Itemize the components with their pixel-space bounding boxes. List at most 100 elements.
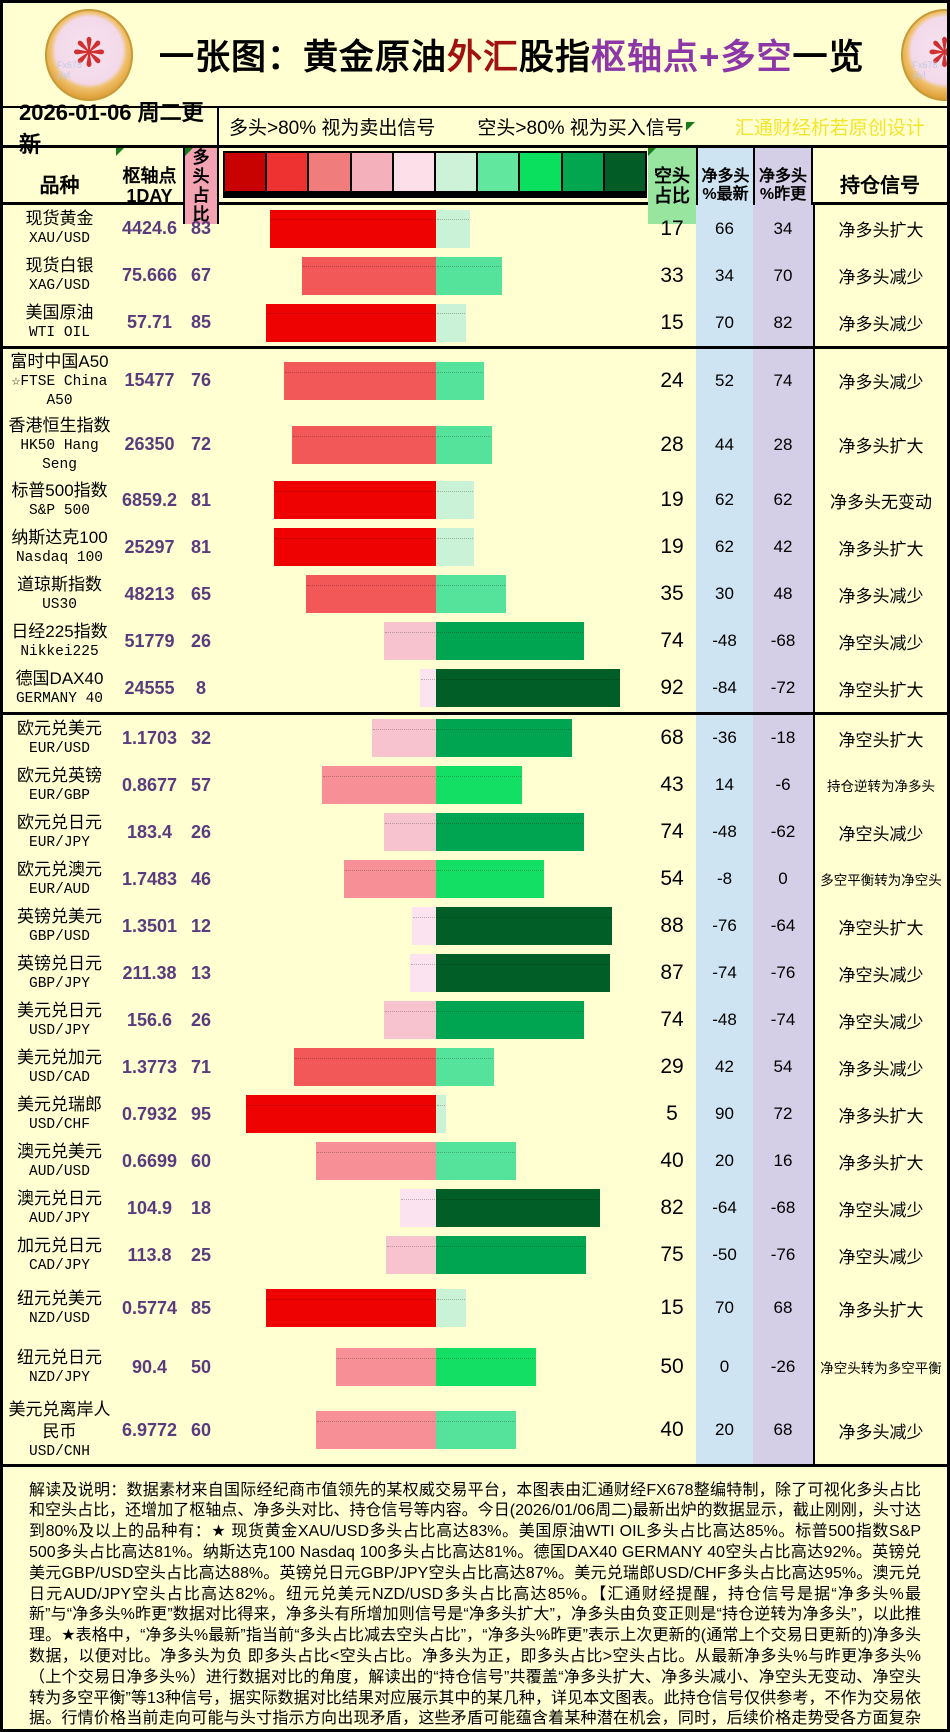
flower-icon: ❋ — [72, 30, 106, 75]
legend-long-signal: 多头>80% 视为卖出信号 — [229, 118, 436, 139]
long-bar — [400, 1189, 436, 1228]
net-long-latest: 0 — [696, 1337, 753, 1397]
long-short-bar — [219, 1397, 648, 1464]
instrument-name-cn: 澳元兑日元 — [17, 1188, 102, 1208]
net-long-previous: -76 — [753, 949, 813, 997]
short-pct-value: 15 — [660, 310, 684, 334]
short-pct-value: 74 — [660, 820, 684, 844]
scale-swatch — [225, 153, 268, 191]
net-long-previous: -18 — [753, 714, 813, 762]
pivot-value: 104.9 — [126, 1197, 173, 1218]
short-bar — [436, 575, 506, 614]
net-long-previous: 28 — [753, 412, 813, 477]
long-short-bar — [219, 349, 648, 413]
table-row: 德国DAX40 GERMANY 40 24555 8 92 -84 -72 净空头扩大 — [3, 664, 947, 715]
net-long-latest: 66 — [696, 205, 753, 252]
instrument-code: EUR/JPY — [29, 834, 90, 851]
net-long-previous: -64 — [753, 902, 813, 950]
short-pct-value: 5 — [666, 1102, 678, 1126]
update-date: 2026-01-06 周二更新 — [19, 99, 204, 157]
instrument-name: 加元兑日元 CAD/JPY — [3, 1233, 116, 1278]
instrument-code: AUD/USD — [29, 1163, 90, 1180]
long-short-bar — [219, 856, 648, 903]
net-long-latest: 70 — [696, 299, 753, 346]
short-bar — [436, 813, 584, 852]
net-long-previous: -68 — [753, 1184, 813, 1232]
pivot-value: 6859.2 — [121, 489, 178, 510]
instrument-code: NZD/USD — [29, 1310, 90, 1327]
instrument-code: AUD/JPY — [29, 1210, 90, 1227]
instrument-name-cn: 欧元兑日元 — [17, 812, 102, 832]
flower-icon: ❋ — [928, 33, 947, 73]
long-bar — [386, 1236, 436, 1275]
instrument-name: 富时中国A50 ☆FTSE China A50 — [3, 349, 116, 413]
net-long-latest: 44 — [696, 412, 753, 477]
pivot-value: 0.8677 — [121, 774, 178, 795]
scale-swatch — [393, 153, 437, 191]
short-bar — [436, 1189, 600, 1228]
short-bar — [436, 907, 612, 946]
net-long-previous: 62 — [753, 476, 813, 524]
instrument-code: USD/CAD — [29, 1069, 90, 1086]
pivot-value: 0.5774 — [121, 1297, 178, 1318]
short-pct-value: 40 — [660, 1418, 684, 1442]
position-signal: 净空头扩大 — [813, 714, 947, 762]
instrument-name-cn: 现货白银 — [25, 256, 94, 276]
short-pct-value: 68 — [660, 726, 684, 750]
position-signal: 净空头扩大 — [813, 664, 947, 712]
long-short-bar — [219, 1185, 648, 1232]
long-bar — [294, 1048, 436, 1087]
long-short-bar — [219, 618, 648, 665]
long-pct-value: 65 — [190, 583, 212, 604]
short-pct-value: 29 — [660, 1055, 684, 1079]
long-short-bar — [219, 1091, 648, 1138]
short-bar — [436, 719, 572, 758]
table-row: 现货黄金 XAU/USD 4424.6 83 17 66 34 净多头扩大 — [3, 205, 947, 252]
net-long-previous: -26 — [753, 1337, 813, 1397]
net-long-latest: 20 — [696, 1137, 753, 1185]
instrument-name: 标普500指数 S&P 500 — [3, 478, 116, 523]
short-pct-value: 74 — [660, 1008, 684, 1032]
short-pct-value: 24 — [660, 368, 684, 392]
table-row: 日经225指数 Nikkei225 51779 26 74 -48 -68 净空头减少 — [3, 617, 947, 665]
net-long-previous: 72 — [753, 1090, 813, 1138]
short-pct-value: 15 — [660, 1296, 684, 1320]
pivot-value: 156.6 — [126, 1009, 173, 1030]
instrument-name-cn: 德国DAX40 — [15, 668, 104, 688]
net-long-latest: 70 — [696, 1278, 753, 1338]
table-header: 品种 枢轴点 1DAY 多头 占比 空头 占比 净多头 %最新 净多头 %昨更 持仓信号 — [3, 148, 947, 225]
long-pct-value: 95 — [190, 1103, 212, 1124]
instrument-name: 现货白银 XAG/USD — [3, 253, 116, 298]
instrument-name-cn: 美元兑离岸人 — [8, 1399, 111, 1419]
net-long-previous: 42 — [753, 523, 813, 571]
long-pct-value: 57 — [190, 774, 212, 795]
short-bar — [436, 1236, 586, 1275]
instrument-name: 日经225指数 Nikkei225 — [3, 619, 116, 664]
scale-swatch — [309, 153, 352, 191]
instrument-code: NZD/JPY — [29, 1369, 90, 1386]
position-signal: 持仓逆转为净多头 — [813, 761, 947, 809]
net-long-previous: -76 — [753, 1231, 813, 1279]
short-bar — [436, 622, 584, 661]
long-pct-value: 67 — [190, 265, 212, 285]
long-short-bar — [219, 252, 648, 299]
instrument-code: S&P 500 — [29, 502, 90, 519]
position-signal: 净空头减少 — [813, 1231, 947, 1279]
long-bar — [246, 1095, 436, 1134]
long-short-bar — [219, 665, 648, 712]
pivot-value: 57.71 — [126, 312, 173, 332]
table-row: 美元兑离岸人 民币 USD/CNH 6.9772 60 40 20 68 净多头减少 — [3, 1396, 947, 1464]
instrument-name: 德国DAX40 GERMANY 40 — [3, 666, 116, 711]
position-signal: 净多头扩大 — [813, 1090, 947, 1138]
coin-watermark: Fx678 ylyl — [912, 59, 938, 80]
net-long-latest: 30 — [696, 570, 753, 618]
long-pct-value: 26 — [190, 821, 212, 842]
long-short-bar — [219, 205, 648, 252]
pivot-value: 183.4 — [126, 821, 173, 842]
short-pct-value: 92 — [660, 676, 684, 700]
long-bar — [302, 256, 436, 295]
short-bar — [436, 1048, 494, 1087]
pivot-value: 1.3501 — [121, 915, 178, 936]
